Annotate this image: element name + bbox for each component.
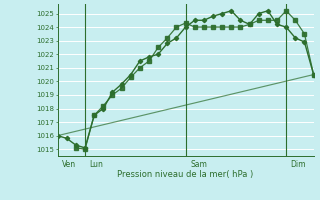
Text: Lun: Lun [90,160,103,169]
X-axis label: Pression niveau de la mer( hPa ): Pression niveau de la mer( hPa ) [117,170,254,179]
Text: Sam: Sam [190,160,207,169]
Text: Dim: Dim [291,160,306,169]
Text: Ven: Ven [62,160,76,169]
